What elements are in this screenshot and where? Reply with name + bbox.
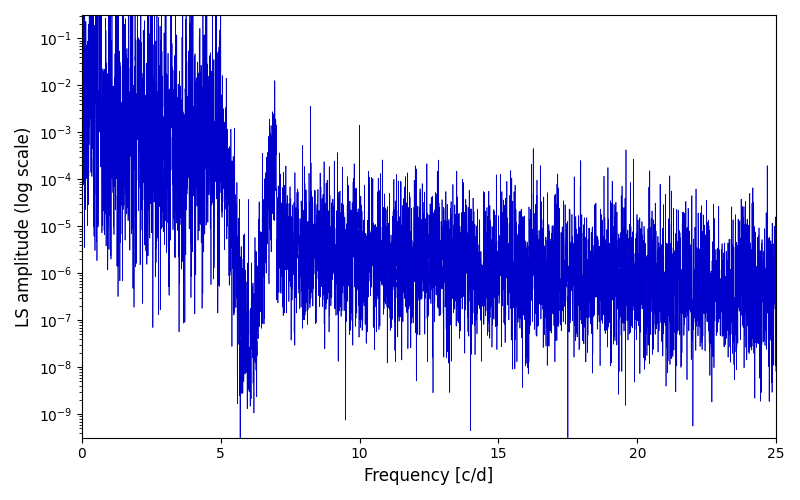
- X-axis label: Frequency [c/d]: Frequency [c/d]: [364, 467, 494, 485]
- Y-axis label: LS amplitude (log scale): LS amplitude (log scale): [15, 126, 33, 326]
